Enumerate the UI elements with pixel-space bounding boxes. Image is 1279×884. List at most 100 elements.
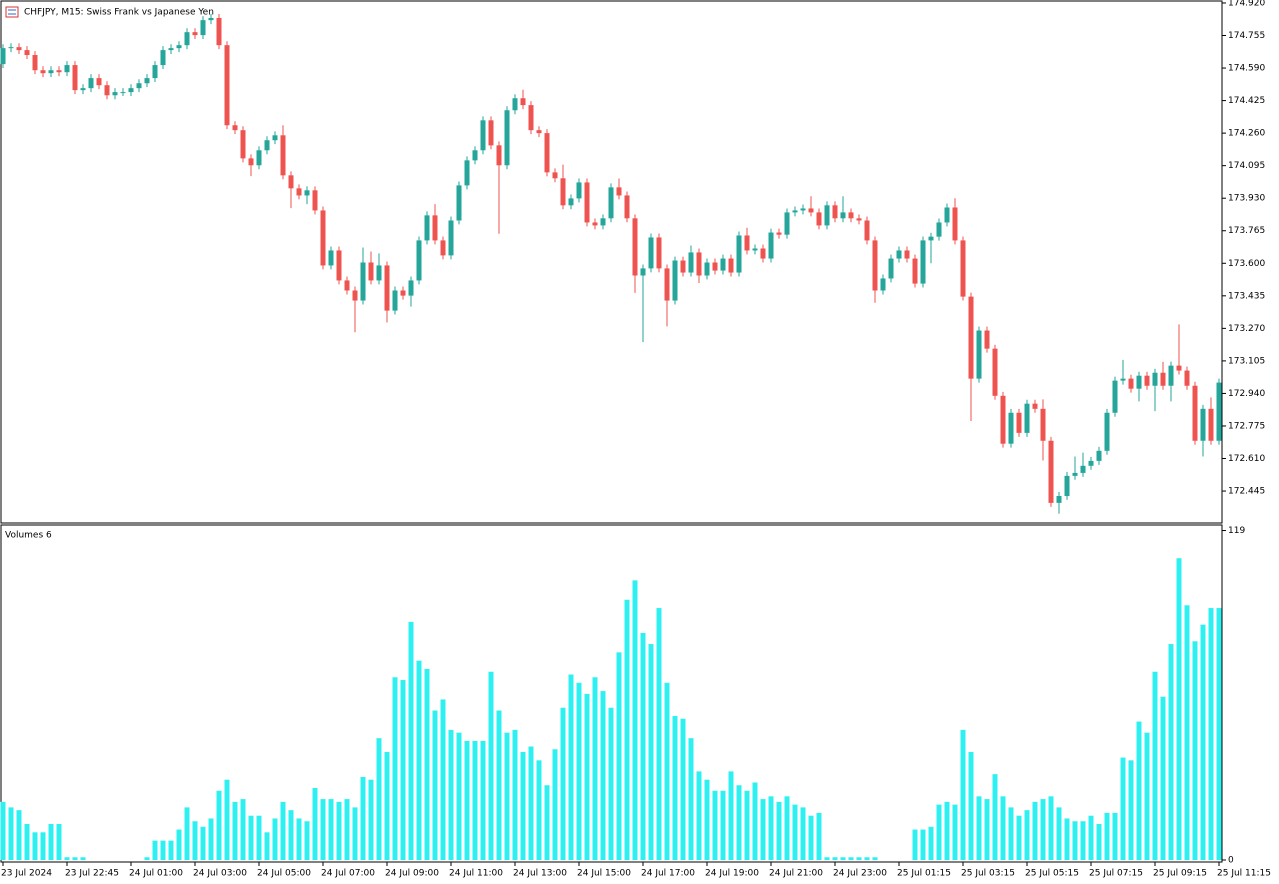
candle-body bbox=[408, 280, 414, 296]
volume-bar bbox=[504, 732, 510, 860]
candle-body bbox=[176, 45, 182, 49]
candle-body bbox=[336, 250, 342, 281]
candle-body bbox=[744, 235, 750, 251]
volume-bar bbox=[392, 677, 398, 860]
candle-body bbox=[968, 296, 974, 379]
x-tick-label: 25 Jul 03:15 bbox=[961, 869, 1015, 879]
candle-body bbox=[776, 232, 782, 235]
candle-body bbox=[672, 260, 678, 301]
volume-bar bbox=[440, 699, 446, 860]
volume-bar bbox=[320, 799, 326, 860]
candle-body bbox=[888, 258, 894, 279]
volume-bar bbox=[1032, 801, 1038, 860]
candle-body bbox=[432, 215, 438, 241]
volume-bar bbox=[32, 832, 38, 860]
volume-bar bbox=[8, 807, 14, 860]
volume-bar bbox=[1192, 641, 1198, 860]
volume-bar bbox=[1008, 807, 1014, 860]
volume-bar bbox=[168, 840, 174, 860]
candle-body bbox=[624, 195, 630, 219]
candle-body bbox=[832, 205, 838, 219]
volume-bar bbox=[408, 621, 414, 860]
candle-body bbox=[1008, 412, 1014, 444]
volume-bar bbox=[912, 829, 918, 860]
candle-body bbox=[1072, 472, 1078, 476]
y-tick-label: 173.930 bbox=[1228, 194, 1265, 204]
volume-bar bbox=[816, 812, 822, 860]
candle-body bbox=[88, 78, 94, 89]
volume-bar bbox=[1208, 608, 1214, 860]
candle-body bbox=[560, 178, 566, 206]
candle-body bbox=[808, 208, 814, 213]
candle-body bbox=[880, 278, 886, 291]
volume-bar bbox=[512, 729, 518, 860]
volume-bar bbox=[744, 790, 750, 860]
candle-body bbox=[976, 330, 982, 379]
volume-bar bbox=[768, 796, 774, 860]
candle-body bbox=[16, 47, 22, 51]
candle-body bbox=[856, 218, 862, 221]
volume-bar bbox=[552, 749, 558, 860]
candle-body bbox=[736, 235, 742, 273]
candle-body bbox=[448, 220, 454, 256]
candle-body bbox=[840, 212, 846, 219]
x-tick-label: 25 Jul 07:15 bbox=[1089, 869, 1143, 879]
volume-bar bbox=[472, 740, 478, 860]
candle-body bbox=[936, 222, 942, 237]
candle-body bbox=[128, 88, 134, 93]
candle-body bbox=[912, 258, 918, 284]
volume-bar bbox=[288, 810, 294, 860]
volume-bar bbox=[304, 821, 310, 860]
y-tick-label: 174.260 bbox=[1228, 129, 1265, 139]
volume-bar bbox=[312, 788, 318, 860]
y-tick-label: 173.105 bbox=[1228, 356, 1265, 366]
candle-body bbox=[536, 130, 542, 134]
candle-body bbox=[1080, 465, 1086, 473]
candle-body bbox=[456, 185, 462, 221]
candle-body bbox=[608, 187, 614, 219]
candle-body bbox=[224, 45, 230, 126]
volume-bar bbox=[24, 824, 30, 860]
candle-body bbox=[760, 248, 766, 259]
candle-body bbox=[464, 160, 470, 186]
candle-body bbox=[384, 265, 390, 311]
candle-body bbox=[48, 70, 54, 74]
volume-bar bbox=[800, 807, 806, 860]
candle-body bbox=[816, 212, 822, 226]
volume-bar bbox=[576, 682, 582, 860]
candle-body bbox=[552, 172, 558, 179]
candle-body bbox=[344, 280, 350, 291]
candle-body bbox=[784, 212, 790, 235]
candle-body bbox=[728, 258, 734, 273]
volume-bar bbox=[712, 790, 718, 860]
x-tick-label: 24 Jul 09:00 bbox=[385, 869, 439, 879]
y-tick-label: 174.755 bbox=[1228, 31, 1265, 41]
volume-bar bbox=[488, 671, 494, 860]
volume-bar bbox=[160, 840, 166, 860]
volume-bar bbox=[56, 824, 62, 860]
candle-body bbox=[952, 207, 958, 241]
volume-bar bbox=[1128, 760, 1134, 860]
candle-body bbox=[152, 65, 158, 79]
volume-bar bbox=[1040, 799, 1046, 860]
y-tick-label: 172.940 bbox=[1228, 389, 1265, 399]
volume-bar bbox=[1024, 810, 1030, 860]
x-tick-label: 24 Jul 21:00 bbox=[769, 869, 823, 879]
candle-body bbox=[136, 83, 142, 89]
candle-body bbox=[80, 88, 86, 91]
candle-body bbox=[376, 265, 382, 281]
volume-bar bbox=[64, 857, 70, 860]
candle-body bbox=[824, 205, 830, 226]
x-tick-label: 24 Jul 07:00 bbox=[321, 869, 375, 879]
candle-body bbox=[544, 133, 550, 173]
candle-body bbox=[584, 182, 590, 223]
volume-bar bbox=[960, 729, 966, 860]
y-tick-label: 174.095 bbox=[1228, 161, 1265, 171]
candle-body bbox=[1024, 403, 1030, 433]
volume-bar bbox=[1104, 812, 1110, 860]
candle-body bbox=[568, 198, 574, 206]
volume-bar bbox=[368, 779, 374, 860]
candle-body bbox=[504, 110, 510, 166]
candle-body bbox=[800, 208, 806, 211]
